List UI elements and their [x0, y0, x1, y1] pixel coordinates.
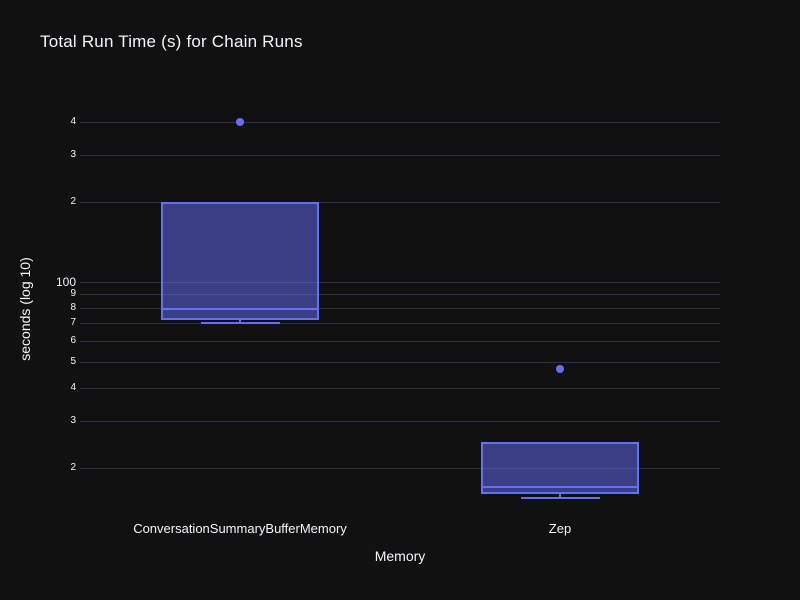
y-tick-label: 6: [70, 335, 76, 347]
gridline: [80, 323, 720, 324]
y-tick-label: 7: [70, 317, 76, 329]
y-tick-label: 8: [70, 302, 76, 313]
gridline: [80, 362, 720, 363]
gridline: [80, 468, 720, 469]
gridline: [80, 421, 720, 422]
lower-whisker: [239, 320, 241, 324]
gridline: [80, 308, 720, 309]
y-tick-label: 3: [70, 149, 76, 161]
y-tick-label: 100: [55, 275, 76, 290]
median-line: [483, 485, 637, 488]
lower-whisker: [559, 493, 561, 499]
gridline: [80, 202, 720, 203]
y-tick-label: 2: [70, 196, 76, 208]
lower-whisker-cap: [520, 497, 600, 500]
gridline: [80, 341, 720, 342]
gridline: [80, 294, 720, 295]
box: [481, 442, 639, 494]
gridline: [80, 388, 720, 389]
gridline: [80, 282, 720, 283]
x-tick-label: Zep: [548, 521, 572, 536]
y-tick-label: 3: [70, 415, 76, 427]
x-axis-title: Memory: [374, 548, 426, 564]
y-tick-label: 4: [70, 382, 76, 393]
box: [161, 202, 319, 321]
gridline: [80, 155, 720, 156]
median-line: [163, 308, 317, 311]
chart-title: Total Run Time (s) for Chain Runs: [40, 32, 303, 51]
lower-whisker-cap: [200, 322, 280, 325]
gridline: [80, 122, 720, 123]
outlier-point: [556, 365, 564, 374]
y-tick-label: 4: [70, 116, 76, 128]
y-tick-label: 9: [70, 288, 76, 300]
x-tick-label: ConversationSummaryBufferMemory: [133, 521, 347, 536]
y-tick-label: 5: [70, 356, 76, 368]
y-tick-label: 2: [70, 462, 76, 473]
outlier-point: [236, 118, 244, 127]
